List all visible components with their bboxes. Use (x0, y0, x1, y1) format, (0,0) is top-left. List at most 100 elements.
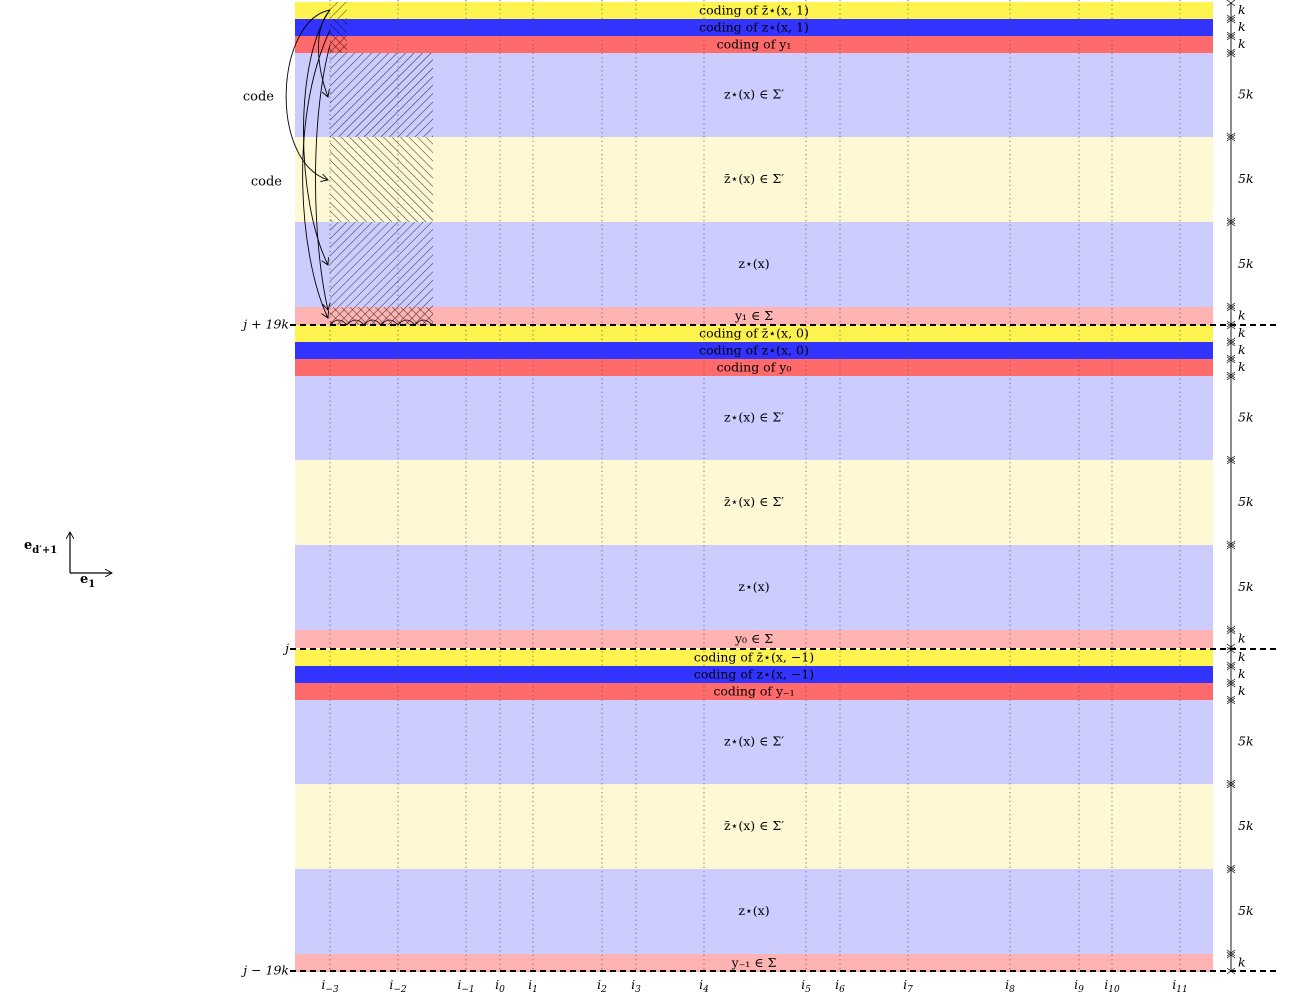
band-size-label: k (1238, 683, 1246, 698)
ruler-tick (1226, 697, 1236, 705)
band-yellow (295, 649, 1213, 666)
band-label: coding of y₁ (717, 37, 792, 52)
ruler-tick (1226, 16, 1236, 24)
band-size-label: 5k (1238, 818, 1254, 833)
band-label: z⋆(x) ∈ Σ′ (724, 410, 784, 425)
ruler-tick (1226, 542, 1236, 550)
ruler-tick (1226, 625, 1236, 633)
band-labels: coding of z̄⋆(x, 1) coding of z⋆(x, 1) cod… (694, 3, 814, 971)
band-yellow (295, 325, 1213, 342)
column-label: i6 (835, 977, 845, 995)
code-arrow (315, 44, 331, 310)
row-baselines: j + 19k j j − 19k (240, 317, 1278, 978)
band-size-label: k (1238, 359, 1246, 374)
band-size-label: k (1238, 325, 1246, 340)
column-label: i9 (1074, 977, 1084, 995)
ruler-tick (1226, 663, 1236, 671)
band-label: coding of z̄⋆(x, 0) (699, 326, 809, 341)
hatch-cell (330, 222, 433, 307)
band-size-label: 5k (1238, 171, 1254, 186)
code-arrow (318, 9, 331, 97)
hatch-cell (330, 2, 347, 19)
ruler-tick (1226, 339, 1236, 347)
band-label: coding of y₀ (717, 360, 792, 375)
band-size-label: k (1238, 19, 1246, 34)
band-label: coding of z⋆(x, −1) (694, 667, 814, 682)
band-blue (295, 19, 1213, 36)
ruler-tick (1226, 354, 1236, 362)
ruler-tick (1226, 864, 1236, 872)
band-lavender (295, 869, 1213, 954)
ruler-tick (1226, 455, 1236, 463)
ruler-tick (1226, 951, 1236, 959)
hatch-cell (330, 36, 347, 53)
column-label: i−1 (457, 977, 474, 995)
code-arrow (285, 9, 331, 180)
ruler-tick (1226, 356, 1236, 364)
band-size-label: k (1238, 955, 1246, 970)
ruler-tick (1226, 627, 1236, 635)
band-label: coding of z⋆(x, 1) (699, 20, 809, 35)
band-size-label: 5k (1238, 579, 1254, 594)
band-size-label: k (1238, 649, 1246, 664)
row-label: j (282, 641, 289, 656)
ruler-tick (1226, 695, 1236, 703)
band-label: coding of y₋₁ (713, 684, 794, 699)
column-label: i1 (528, 977, 538, 995)
hatch-cell (330, 137, 433, 222)
band-pink (295, 630, 1213, 648)
band-lavender (295, 700, 1213, 784)
band-size-label: 5k (1238, 410, 1254, 425)
column-labels: i−3 i−2 i−1 i0 i1 i2 i3 i4 i5 i6 i7 i8 i9 i10 i11 (321, 977, 1187, 995)
column-label: i2 (597, 977, 607, 995)
bands-layer (295, 2, 1213, 972)
ruler-tick (1226, 302, 1236, 310)
ruler-tick (1226, 680, 1236, 688)
ruler-tick (1226, 457, 1236, 465)
band-size-label: 5k (1238, 87, 1254, 102)
ruler-tick (1226, 134, 1236, 142)
band-size-label: 5k (1238, 903, 1254, 918)
band-lavender (295, 545, 1213, 630)
band-label: z⋆(x) ∈ Σ′ (724, 87, 784, 102)
ruler-tick (1226, 678, 1236, 686)
band-red (295, 36, 1213, 53)
row-label: j + 19k (240, 317, 289, 332)
band-label: y₁ ∈ Σ (734, 308, 773, 323)
axes-indicator: ed′+1 e1 (24, 532, 112, 590)
band-size-label: 5k (1238, 734, 1254, 749)
ruler-tick (1226, 14, 1236, 22)
ruler-tick (1226, 132, 1236, 140)
ruler-tick (1226, 371, 1236, 379)
column-label: i11 (1172, 977, 1187, 995)
band-blue (295, 666, 1213, 683)
band-cream (295, 784, 1213, 869)
code-label: code (251, 175, 282, 190)
band-yellow (295, 2, 1213, 19)
column-label: i0 (495, 977, 505, 995)
band-label: z̄⋆(x) ∈ Σ′ (724, 818, 784, 833)
band-lavender (295, 376, 1213, 460)
ruler-tick (1226, 0, 1236, 7)
band-pink (295, 307, 1213, 325)
ruler-tick (1226, 373, 1236, 381)
band-lavender (295, 53, 1213, 137)
band-label: z⋆(x) (738, 579, 769, 594)
ruler-tick (1226, 304, 1236, 312)
ruler-tick (1226, 540, 1236, 548)
column-label: i7 (903, 977, 913, 995)
band-size-label: 5k (1238, 256, 1254, 271)
ruler-tick (1226, 217, 1236, 225)
row-label: j − 19k (240, 963, 289, 978)
code-arrows: code code (243, 9, 331, 318)
band-size-label: k (1238, 631, 1246, 646)
ruler-tick (1226, 48, 1236, 56)
column-label: i−3 (321, 977, 339, 995)
band-label: z⋆(x) ∈ Σ′ (724, 734, 784, 749)
code-label: code (243, 90, 274, 105)
column-label: i3 (631, 977, 641, 995)
band-size-label: k (1238, 308, 1246, 323)
band-label: y₋₁ ∈ Σ (731, 955, 777, 970)
